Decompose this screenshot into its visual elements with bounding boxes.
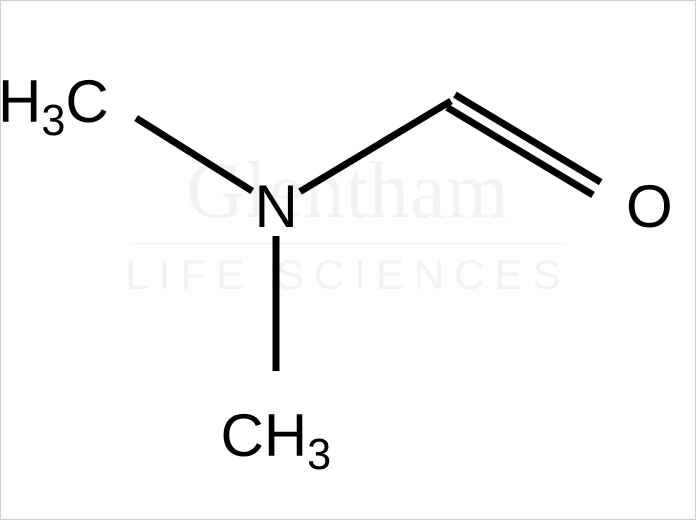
- bond: [447, 107, 593, 195]
- bond: [300, 101, 451, 192]
- atom-label-N: N: [255, 172, 298, 241]
- atom-label-O: O: [626, 172, 673, 241]
- structure-canvas: Glentham LIFE SCIENCES NH3CCH3O: [0, 0, 696, 520]
- atom-label-CH3b: CH3: [221, 401, 332, 470]
- bond: [136, 118, 252, 191]
- bond: [455, 95, 601, 183]
- atom-label-CH3a: H3C: [0, 67, 109, 136]
